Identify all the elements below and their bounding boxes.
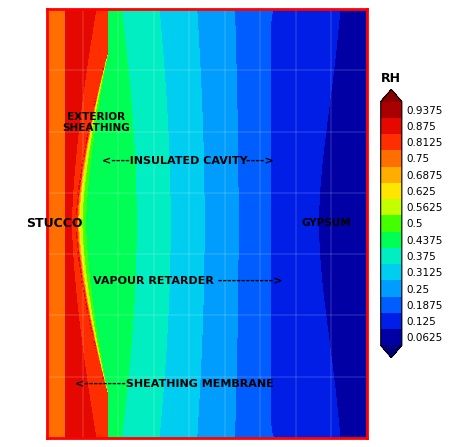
Text: STUCCO: STUCCO bbox=[26, 217, 83, 230]
PathPatch shape bbox=[381, 89, 402, 101]
Text: GYPSUM: GYPSUM bbox=[302, 219, 352, 228]
Text: <---------SHEATHING MEMBRANE: <---------SHEATHING MEMBRANE bbox=[76, 380, 274, 389]
Text: <----INSULATED CAVITY---->: <----INSULATED CAVITY----> bbox=[102, 156, 274, 166]
Title: RH: RH bbox=[381, 72, 401, 85]
PathPatch shape bbox=[381, 346, 402, 358]
Text: EXTERIOR
SHEATHING: EXTERIOR SHEATHING bbox=[63, 112, 130, 134]
Text: VAPOUR RETARDER ------------>: VAPOUR RETARDER ------------> bbox=[93, 276, 282, 287]
